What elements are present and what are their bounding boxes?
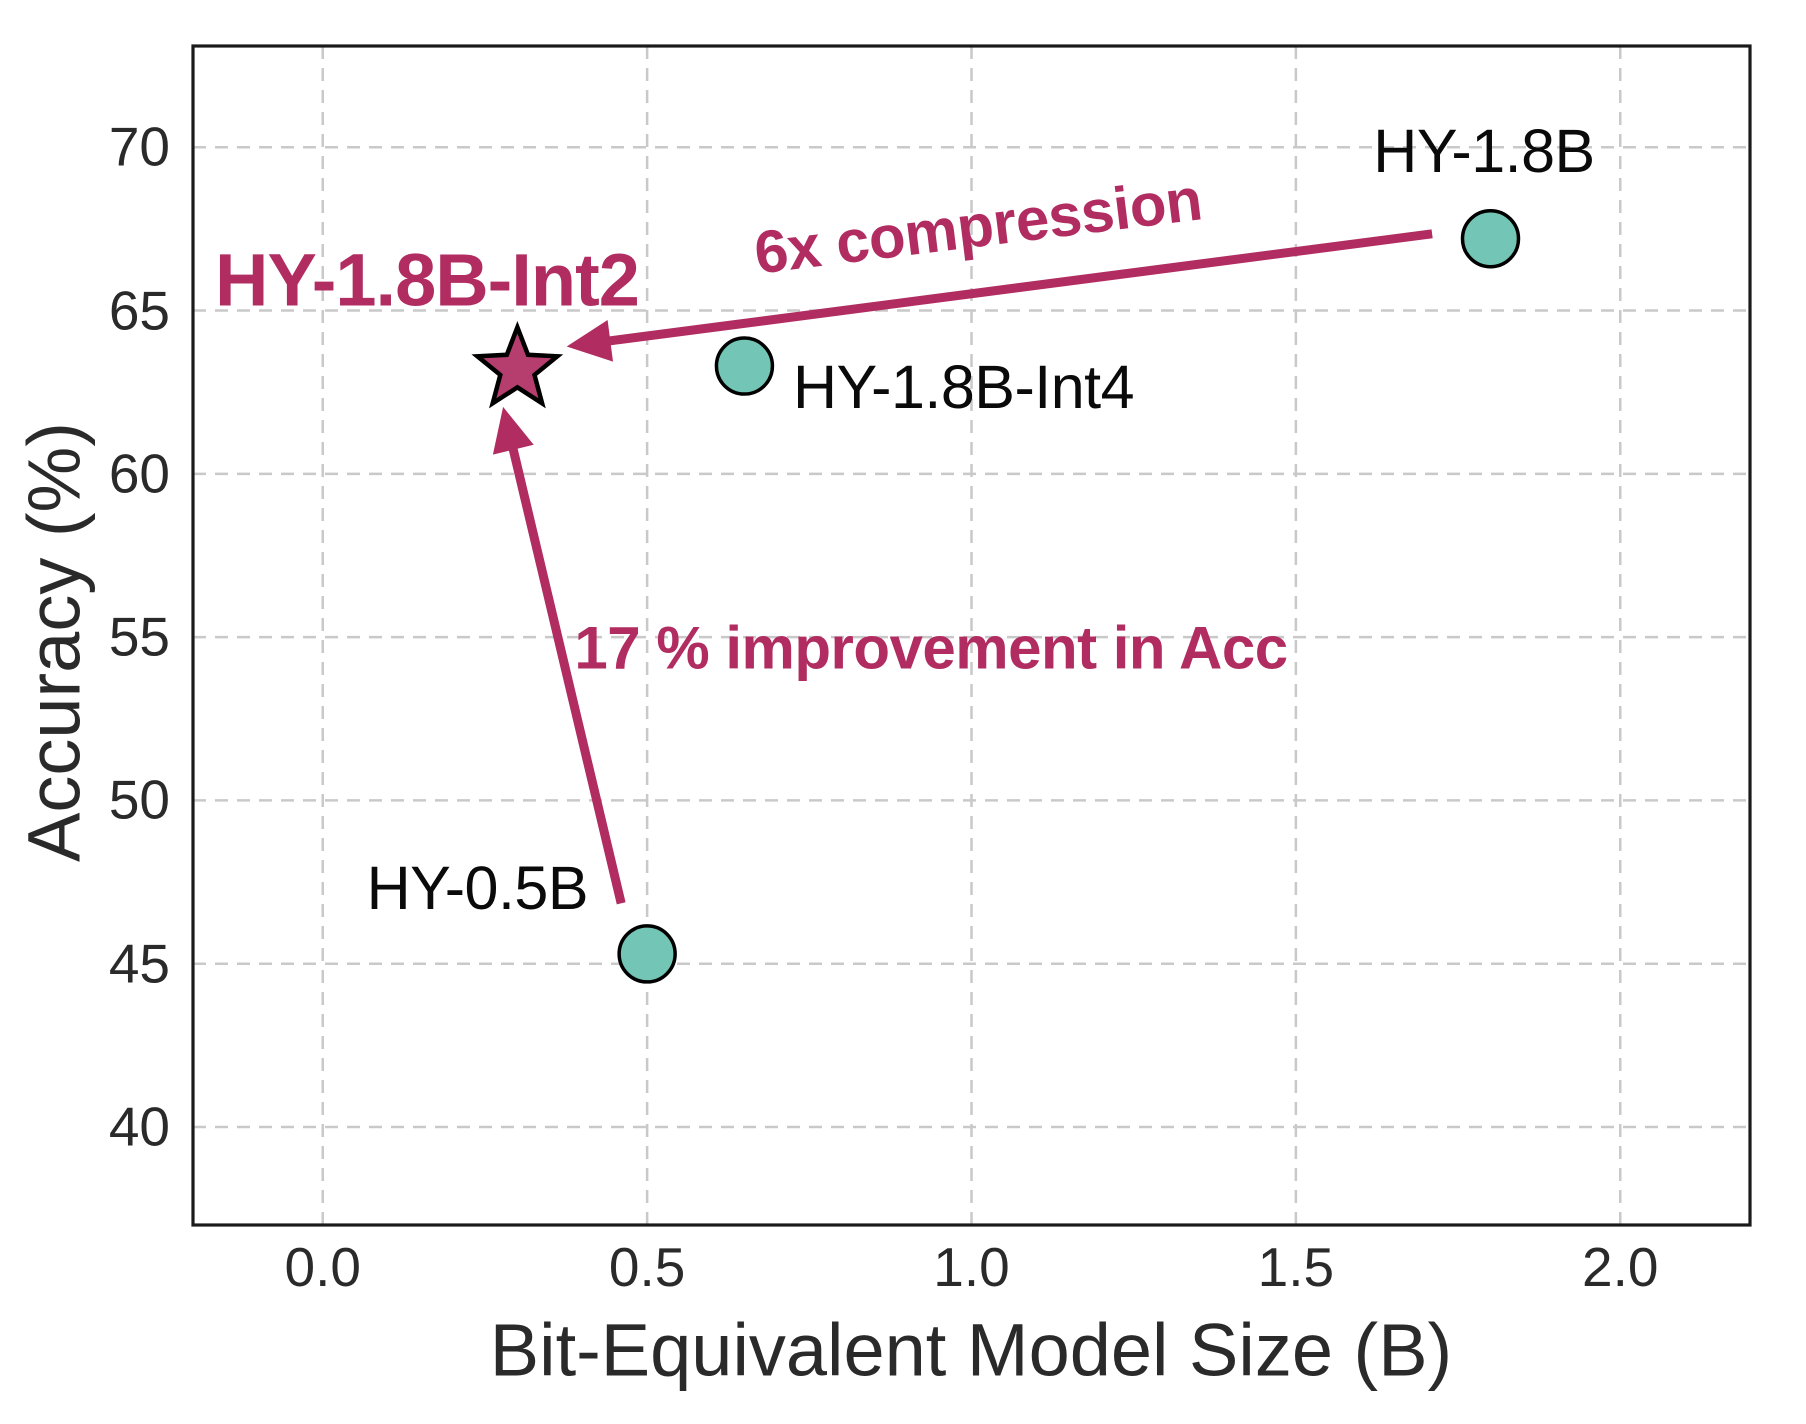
y-tick-label: 65 [108,279,170,342]
point-label-hy-1-8b: HY-1.8B [1373,117,1595,185]
x-axis-title: Bit-Equivalent Model Size (B) [489,1308,1453,1392]
y-tick-label: 70 [108,115,170,178]
annotation-arrow-shaft [507,442,626,905]
point-label-hy-1-8b-int2: HY-1.8B-Int2 [215,238,640,322]
y-tick-label: 60 [108,442,170,505]
annotation-17-improvement: 17 % improvement in Acc [574,614,1288,682]
y-tick-label: 50 [108,768,170,831]
circle-marker [617,924,677,984]
annotation-arrow-head [566,320,613,362]
x-tick-label: 1.5 [1257,1236,1335,1298]
y-tick-label: 45 [108,932,170,995]
x-tick-label: 0.0 [284,1236,361,1298]
axes-border [191,44,1752,1227]
x-tick-label: 1.0 [933,1236,1010,1298]
annotation-arrow-shaft [603,229,1433,347]
point-label-hy-1-8b-int4: HY-1.8B-Int4 [793,353,1135,421]
circle-marker [1460,208,1521,269]
x-tick-label: 0.5 [608,1236,686,1298]
y-axis-title: Accuracy (%) [12,422,96,862]
y-tick-label: 40 [108,1095,170,1158]
circle-marker [714,336,775,396]
x-tick-label: 2.0 [1582,1236,1659,1298]
annotation-arrow-head [492,406,534,455]
star-marker [471,321,564,409]
y-tick-label: 55 [108,605,170,668]
point-label-hy-0-5b: HY-0.5B [366,854,589,922]
